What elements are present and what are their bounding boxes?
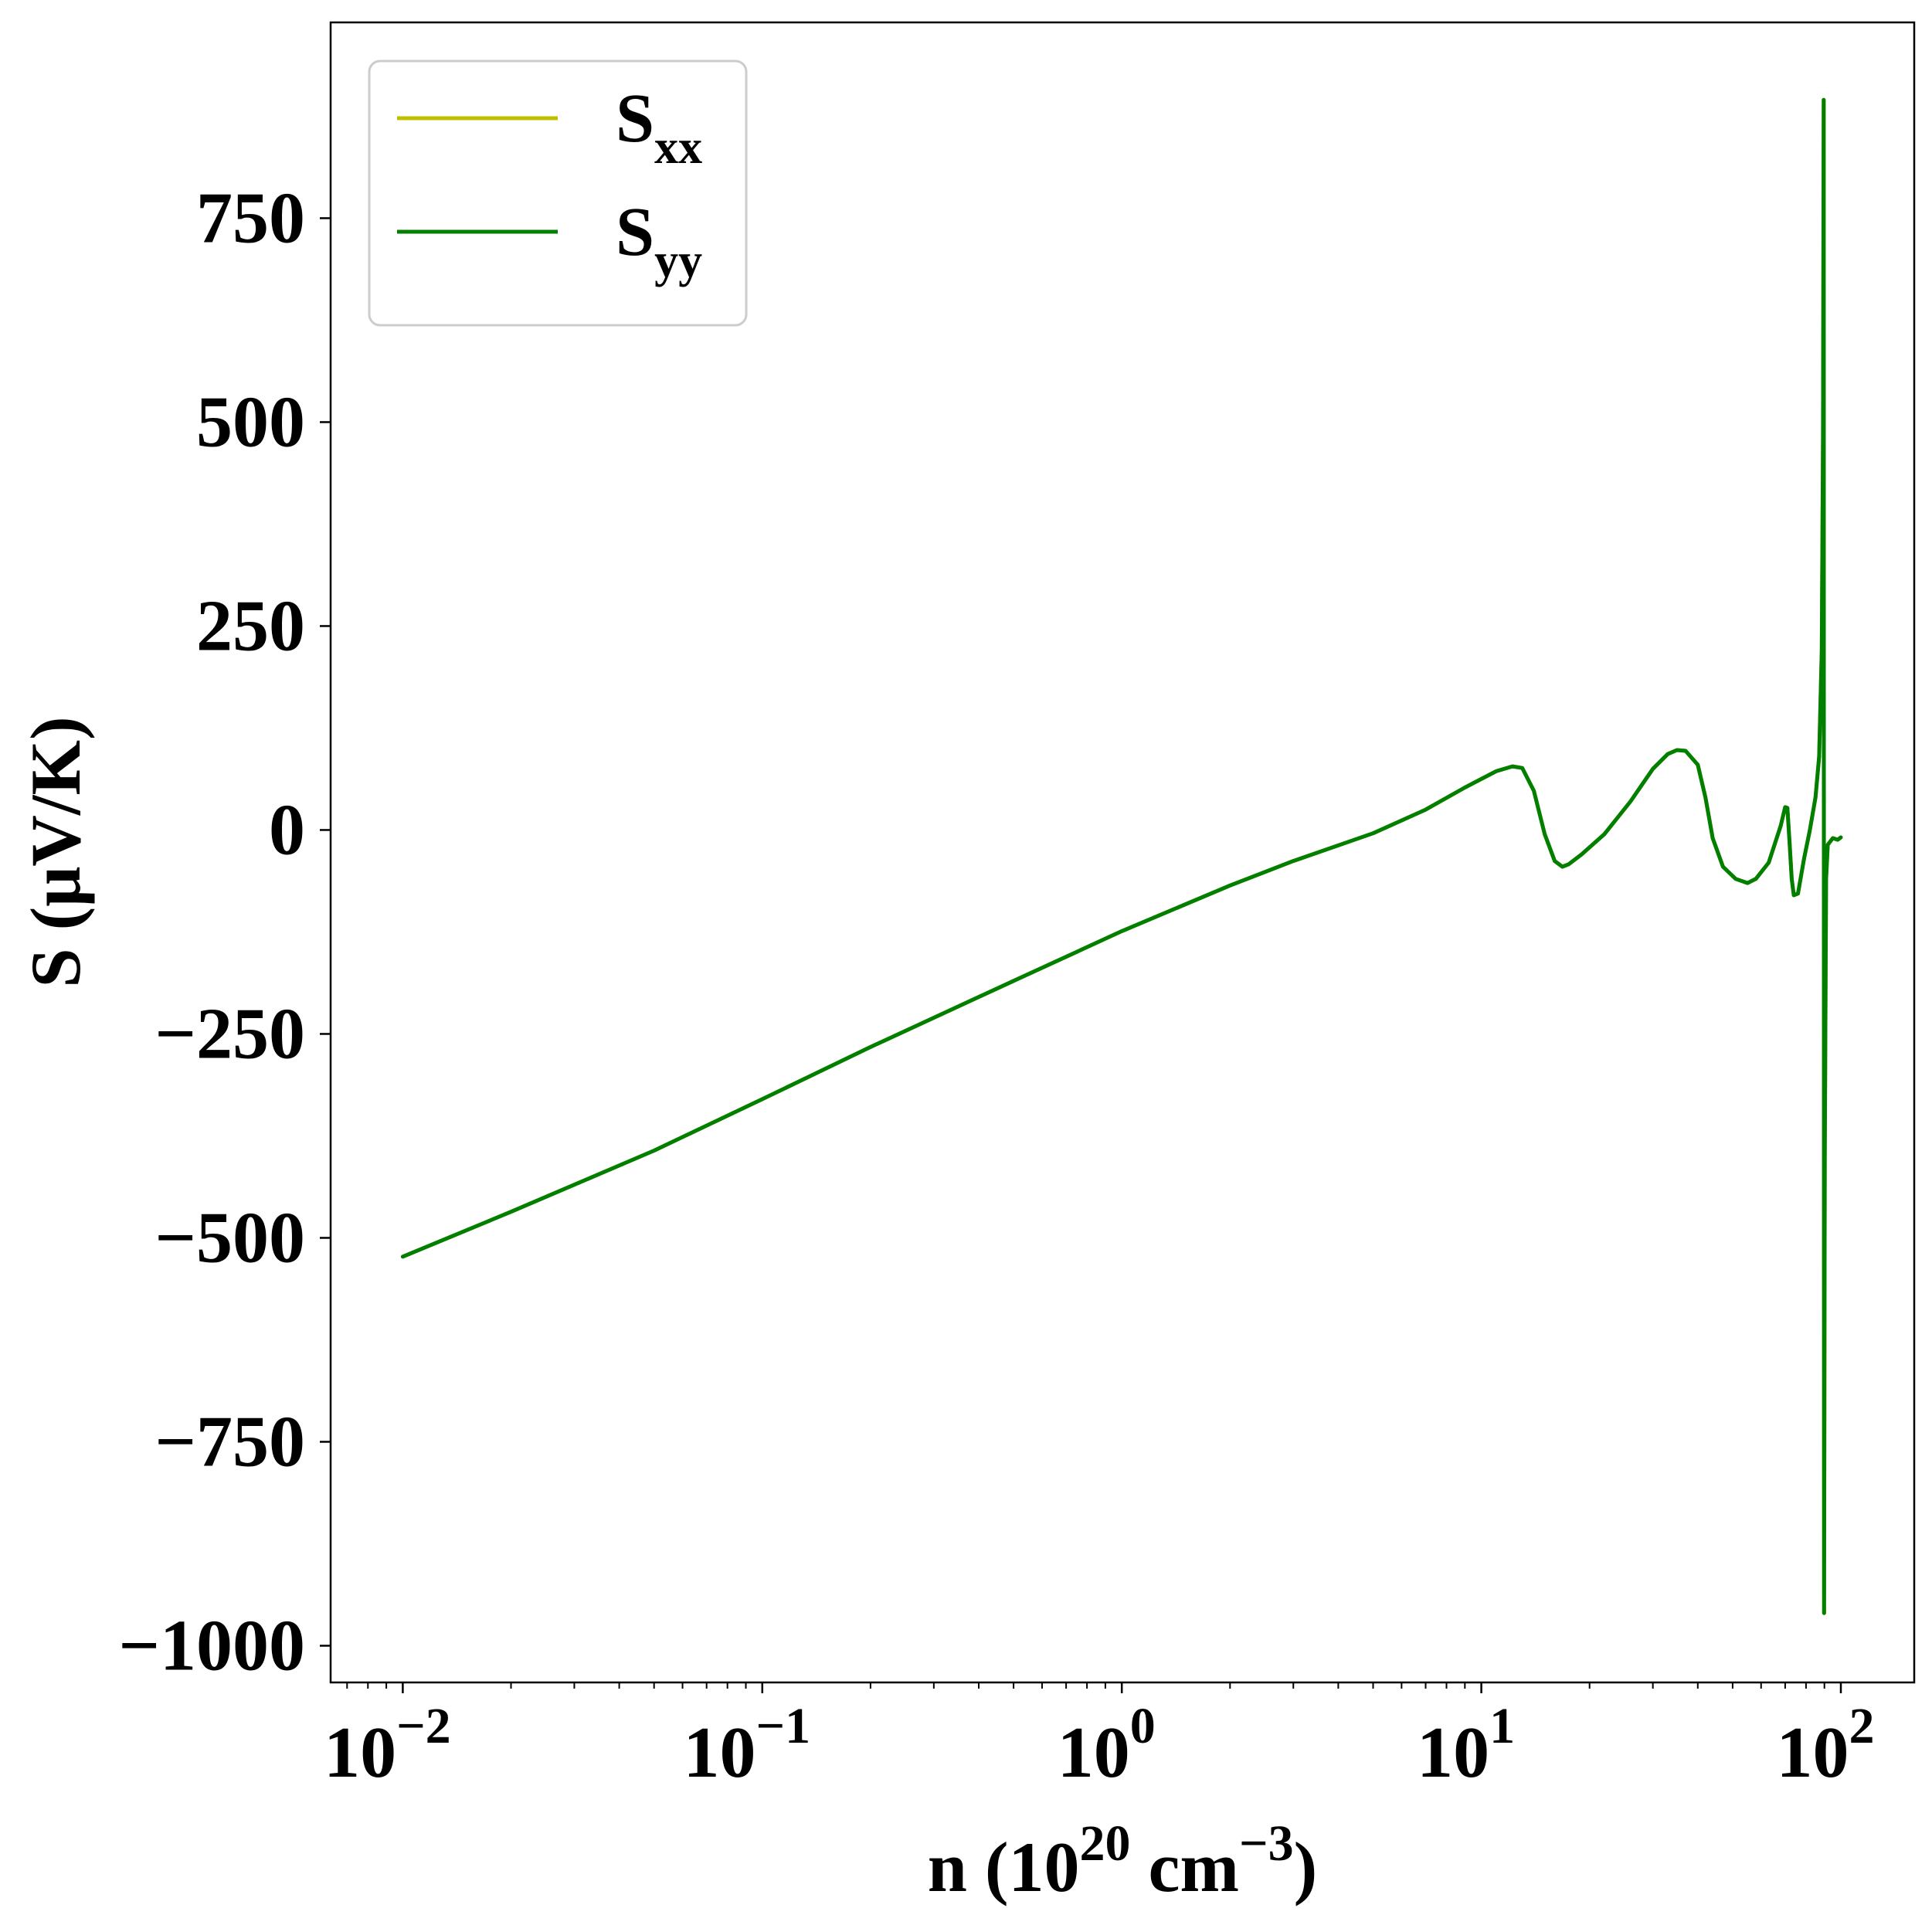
- legend-box: [368, 59, 748, 327]
- series-layer: [400, 97, 1843, 1615]
- x-axis-ticks: 10−2 10−1 100 101 102: [324, 1682, 1875, 1793]
- x-tick-label-base: 10: [683, 1713, 755, 1793]
- legend-label-sxx-sub: xx: [654, 121, 702, 174]
- y-tick-label: 500: [196, 382, 305, 462]
- x-tick-label-base: 10: [1417, 1713, 1489, 1793]
- x-tick-label: 10−2: [324, 1698, 451, 1793]
- y-tick-label: −750: [154, 1401, 305, 1482]
- x-tick-label: 101: [1417, 1698, 1515, 1793]
- x-tick-label-exp: 0: [1130, 1698, 1156, 1754]
- y-tick-label: −500: [154, 1197, 305, 1278]
- x-tick-label-base: 10: [1058, 1713, 1130, 1793]
- y-tick-label: 250: [196, 586, 305, 666]
- y-tick-label: 750: [196, 178, 305, 258]
- x-tick-label-exp: −2: [396, 1698, 451, 1754]
- y-tick-label: −250: [154, 993, 305, 1074]
- x-tick-label: 102: [1777, 1698, 1875, 1793]
- x-tick-label: 10−1: [683, 1698, 810, 1793]
- x-axis-label-end: ): [1294, 1828, 1318, 1906]
- x-axis-label: n (1020 cm−3): [928, 1815, 1318, 1906]
- x-tick-label-exp: 1: [1489, 1698, 1515, 1754]
- x-tick-label: 100: [1058, 1698, 1156, 1793]
- x-tick-label-exp: 2: [1849, 1698, 1875, 1754]
- legend-label-syy-main: S: [616, 194, 654, 270]
- x-axis-label-base: n (10: [928, 1828, 1080, 1906]
- y-axis-label: S (μV/K): [16, 716, 95, 987]
- x-axis-label-mid: cm: [1131, 1828, 1239, 1906]
- x-tick-label-base: 10: [324, 1713, 396, 1793]
- legend-label-sxx-main: S: [616, 80, 654, 157]
- y-tick-label: −1000: [118, 1605, 305, 1686]
- y-tick-label: 0: [269, 789, 305, 870]
- series-line-yy: [400, 97, 1843, 1615]
- x-axis-label-sup2: −3: [1239, 1815, 1294, 1872]
- x-tick-label-base: 10: [1777, 1713, 1849, 1793]
- y-axis-ticks: 750 500 250 0 −250 −500 −750 −1000: [118, 178, 331, 1686]
- legend-label-syy: Syy: [616, 194, 702, 287]
- legend: Sxx Syy: [368, 59, 748, 327]
- legend-label-sxx: Sxx: [616, 80, 702, 174]
- x-tick-label-exp: −1: [755, 1698, 810, 1754]
- x-axis-label-sup1: 20: [1080, 1815, 1131, 1872]
- legend-label-syy-sub: yy: [654, 235, 702, 287]
